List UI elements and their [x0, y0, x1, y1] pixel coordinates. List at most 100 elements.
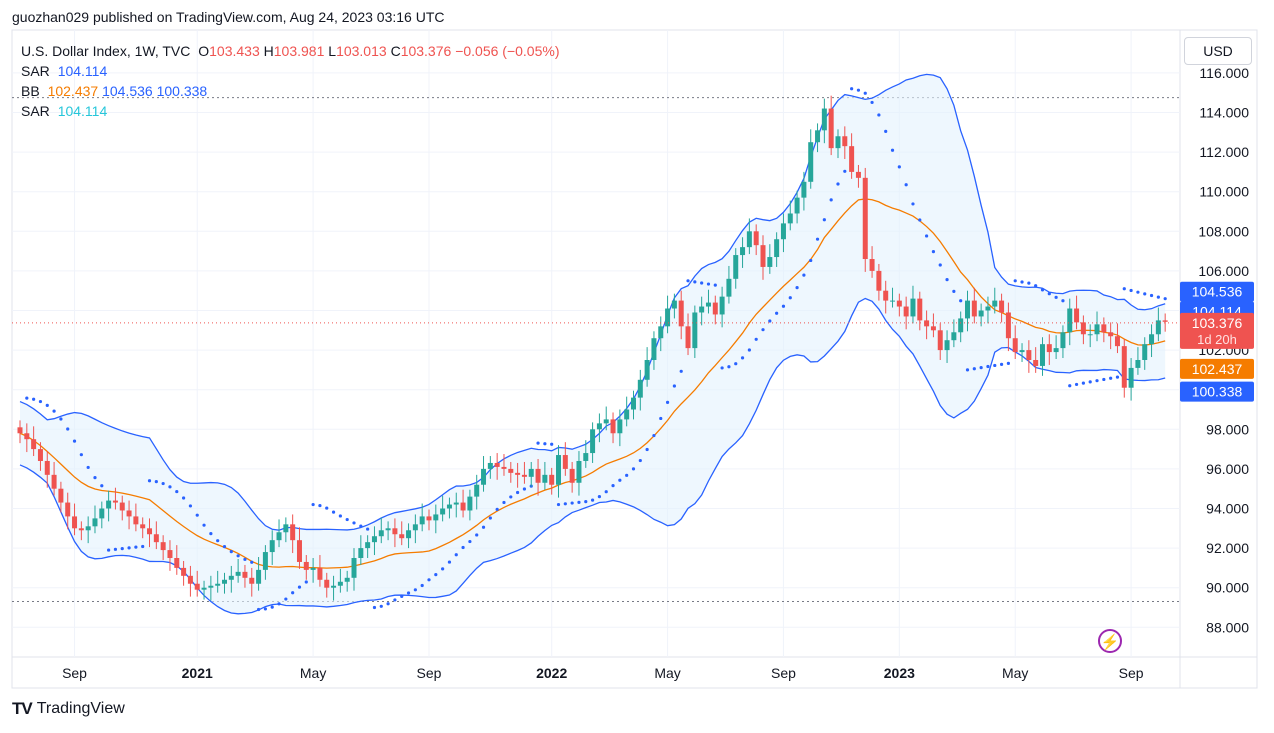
candle-body [576, 460, 582, 483]
candle-body [337, 581, 343, 586]
symbol-label[interactable]: U.S. Dollar Index, 1W, TVC [21, 43, 191, 59]
footer-brand[interactable]: TV TradingView [12, 699, 125, 719]
sar-dot [427, 578, 431, 582]
sar-dot [618, 478, 622, 482]
candle-body [937, 330, 943, 351]
sar-dot [1027, 281, 1031, 285]
candle-body [630, 397, 636, 410]
sar-dot [863, 91, 867, 95]
candle-body [535, 468, 541, 483]
candle-body [153, 534, 159, 543]
sar-dot [645, 447, 649, 452]
sar-dot [195, 513, 199, 517]
sar-dot [809, 258, 813, 263]
candle-body [160, 542, 166, 551]
sar-dot [972, 367, 976, 371]
bb-basis-value: 102.437 [47, 83, 99, 99]
candle-body [671, 300, 677, 309]
candle-body [644, 360, 650, 380]
indicator-legend: U.S. Dollar Index, 1W, TVC O103.433 H103… [21, 41, 559, 121]
candle-body [746, 231, 752, 248]
sar-dot [447, 560, 452, 564]
candle-body [201, 587, 207, 590]
candle-body [310, 567, 316, 570]
sar-dot [481, 525, 486, 529]
candle-body [474, 484, 480, 497]
bb-upper-price-tag-bg [1180, 281, 1254, 302]
sar-dot [495, 507, 499, 511]
candle-body [99, 508, 105, 519]
sar-dot [747, 348, 751, 352]
sar-dot [72, 439, 77, 443]
sar-dot [134, 545, 138, 549]
candle-body [835, 136, 841, 149]
candle-body [419, 516, 425, 525]
candle-body [801, 181, 807, 198]
bb-lower-value: 100.338 [156, 83, 208, 99]
candle-body [37, 449, 43, 461]
sar-dot [141, 544, 145, 549]
sar-dot [911, 202, 915, 206]
x-tick-label: Sep [417, 665, 442, 681]
sar-dot [986, 364, 990, 369]
sar-dot [1081, 381, 1085, 385]
candle-body [1121, 346, 1127, 388]
bb-legend-row[interactable]: BB 102.437 104.536 100.338 [21, 81, 559, 101]
sar-dot [250, 560, 254, 564]
sar-dot [52, 409, 56, 413]
sar-dot [86, 465, 90, 470]
candle-body [133, 516, 139, 525]
last-price-tag: 103.376 [1192, 315, 1243, 331]
candle-body [256, 569, 262, 584]
sar-dot [754, 337, 758, 341]
candle-body [890, 300, 896, 302]
candle-body [1026, 350, 1032, 360]
sar-dot [406, 591, 411, 595]
sar-dot [454, 553, 458, 557]
candle-body [549, 474, 555, 485]
sar-dot [291, 591, 295, 595]
sar-dot [413, 588, 417, 592]
sar2-legend-row[interactable]: SAR 104.114 [21, 101, 559, 121]
bb-basis-price-tag: 102.437 [1192, 361, 1243, 377]
candle-body [487, 462, 493, 469]
candle-body [760, 245, 766, 267]
candle-body [665, 308, 671, 327]
currency-button[interactable]: USD [1184, 37, 1252, 65]
sar-dot [216, 539, 220, 543]
candle-body [903, 306, 909, 317]
sar-dot [590, 498, 595, 502]
sar-dot [66, 427, 70, 431]
sar-value: 104.114 [57, 63, 108, 79]
sar-dot [516, 490, 520, 495]
candle-body [242, 571, 248, 578]
sar-legend-row[interactable]: SAR 104.114 [21, 61, 559, 81]
sar-dot [665, 400, 670, 405]
low-label: L [328, 43, 337, 59]
candle-body [1080, 322, 1086, 335]
sar-dot [147, 479, 152, 483]
candle-body [842, 136, 848, 147]
candle-body [1142, 344, 1148, 360]
sar-dot [931, 250, 936, 254]
candle-body [637, 379, 643, 398]
sar-dot [556, 502, 561, 507]
sar-dot [468, 539, 472, 544]
lightning-icon[interactable]: ⚡ [1098, 629, 1122, 653]
sar-dot [1074, 382, 1079, 387]
candle-body [65, 502, 71, 517]
countdown-label: 1d 20h [1197, 332, 1237, 347]
candle-body [944, 340, 950, 351]
close-value: 103.376 [400, 43, 452, 59]
sar-dot [1061, 299, 1065, 303]
open-label: O [198, 43, 210, 59]
candle-body [126, 510, 132, 517]
candle-body [392, 528, 398, 535]
sar-dot [979, 366, 983, 370]
sar-dot [1088, 380, 1092, 384]
bb-label: BB [21, 83, 40, 99]
symbol-ohlc-row[interactable]: U.S. Dollar Index, 1W, TVC O103.433 H103… [21, 41, 559, 61]
candle-body [1019, 350, 1025, 353]
candle-body [1087, 334, 1093, 336]
